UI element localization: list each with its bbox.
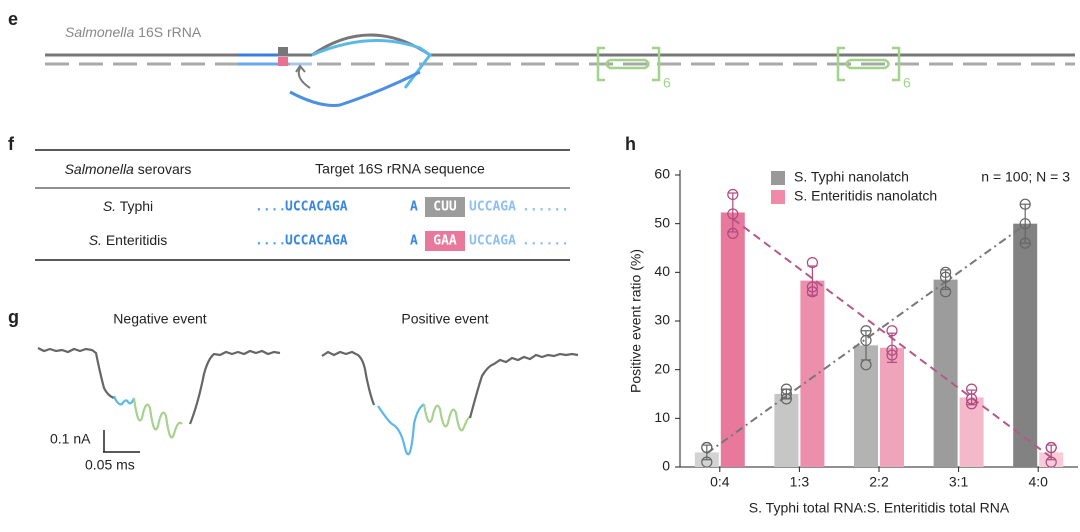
sequence: UCCAGA bbox=[469, 234, 516, 249]
scale-label: 0.05 ms bbox=[85, 457, 135, 473]
data-point bbox=[1019, 237, 1031, 249]
data-point bbox=[1045, 456, 1057, 468]
y-tick-label: 10 bbox=[654, 409, 670, 425]
bar bbox=[774, 394, 799, 467]
table-header: Target 16S rRNA sequence bbox=[315, 161, 485, 177]
annotation: n = 100; N = 3 bbox=[981, 169, 1070, 185]
x-tick-label: 4:0 bbox=[1028, 474, 1048, 490]
sequence-dots: ...... bbox=[255, 200, 302, 215]
legend-swatch bbox=[771, 190, 785, 204]
rna-title: Salmonella 16S rRNA bbox=[65, 24, 202, 40]
y-tick-label: 50 bbox=[654, 214, 670, 230]
header-italic: Salmonella bbox=[65, 161, 134, 177]
sequence-dots: ...... bbox=[522, 200, 569, 215]
rna-title-rest: 16S rRNA bbox=[138, 24, 202, 40]
data-point bbox=[780, 388, 793, 400]
data-point bbox=[1019, 198, 1031, 210]
data-point bbox=[727, 188, 739, 201]
sequence: UCCACAGA bbox=[285, 200, 348, 215]
serovar-rest: Enteritidis bbox=[106, 232, 167, 248]
sequence-dots: ...... bbox=[255, 234, 302, 249]
bar bbox=[720, 212, 745, 467]
trend-line bbox=[706, 223, 1026, 455]
data-point bbox=[939, 271, 952, 283]
legend-label: S. Typhi nanolatch bbox=[794, 169, 909, 185]
bar bbox=[933, 279, 958, 467]
serovar: S. Typhi bbox=[103, 198, 153, 214]
table-rules bbox=[35, 149, 570, 261]
x-tick-label: 1:3 bbox=[790, 474, 810, 490]
data-point bbox=[806, 281, 819, 293]
repeat-count: 6 bbox=[663, 75, 671, 91]
y-tick-label: 60 bbox=[654, 166, 670, 182]
y-tick-label: 30 bbox=[654, 312, 670, 328]
variant: GAA bbox=[433, 234, 457, 249]
sequence: UCCAGA bbox=[469, 200, 516, 215]
x-tick-label: 2:2 bbox=[869, 474, 889, 490]
data-point bbox=[965, 383, 978, 395]
bar bbox=[1013, 223, 1038, 467]
legend-swatch bbox=[771, 171, 785, 185]
data-point bbox=[939, 286, 952, 298]
current-traces bbox=[37, 347, 579, 456]
sequence: UCCACAGA bbox=[285, 234, 348, 249]
table-rows: S. Typhi ......UCCACAGA A CUU UCCAGA ......S.… bbox=[89, 197, 569, 251]
rna-title-italic: Salmonella bbox=[65, 24, 134, 40]
data-point bbox=[1045, 441, 1057, 454]
legend-label: S. Enteritidis nanolatch bbox=[794, 188, 937, 204]
serovar-italic: S. bbox=[103, 198, 116, 214]
trace-title: Negative event bbox=[113, 311, 207, 327]
data-point bbox=[1019, 218, 1031, 230]
variant: CUU bbox=[433, 200, 457, 215]
header-rest: serovars bbox=[138, 161, 192, 177]
data-point bbox=[939, 266, 952, 278]
serovar: S. Enteritidis bbox=[89, 232, 168, 248]
y-axis-label: Positive event ratio (%) bbox=[628, 249, 644, 393]
serovar-rest: Typhi bbox=[120, 198, 153, 214]
data-point bbox=[701, 456, 713, 468]
data-point bbox=[780, 383, 793, 395]
data-point bbox=[886, 344, 898, 356]
data-point bbox=[806, 257, 819, 269]
y-tick-label: 40 bbox=[654, 263, 670, 279]
data-point bbox=[701, 441, 713, 454]
panel-label: e bbox=[8, 9, 18, 29]
bar bbox=[880, 347, 904, 467]
repeat-count: 6 bbox=[903, 75, 911, 91]
bar bbox=[800, 280, 825, 467]
rna-diagram bbox=[45, 33, 1075, 107]
data-point bbox=[860, 359, 872, 371]
x-axis-label: S. Typhi total RNA:S. Enteritidis total … bbox=[749, 500, 1010, 516]
sequence: A bbox=[410, 234, 418, 249]
panel-label: g bbox=[8, 307, 19, 327]
y-tick-label: 0 bbox=[662, 458, 670, 474]
data-point bbox=[886, 349, 898, 361]
panel-label: h bbox=[625, 134, 636, 154]
data-point bbox=[727, 208, 739, 220]
sequence: A bbox=[410, 200, 418, 215]
y-tick-label: 20 bbox=[654, 360, 670, 376]
x-tick-label: 3:1 bbox=[949, 474, 969, 490]
data-point bbox=[886, 325, 898, 337]
bar bbox=[854, 345, 878, 467]
data-point bbox=[965, 398, 978, 410]
panel-label: f bbox=[8, 134, 15, 154]
table-header: Salmonella serovars bbox=[65, 161, 192, 177]
scale-bar bbox=[103, 430, 140, 453]
x-tick-label: 0:4 bbox=[710, 474, 730, 490]
variant-box bbox=[425, 197, 465, 217]
data-point bbox=[727, 227, 739, 239]
serovar-italic: S. bbox=[89, 232, 102, 248]
scale-label: 0.1 nA bbox=[50, 431, 91, 447]
data-point bbox=[806, 286, 819, 298]
bar bbox=[959, 397, 984, 467]
sequence-dots: ...... bbox=[522, 234, 569, 249]
variant-box bbox=[425, 231, 465, 251]
trace-title: Positive event bbox=[401, 311, 488, 327]
data-point bbox=[860, 325, 872, 337]
